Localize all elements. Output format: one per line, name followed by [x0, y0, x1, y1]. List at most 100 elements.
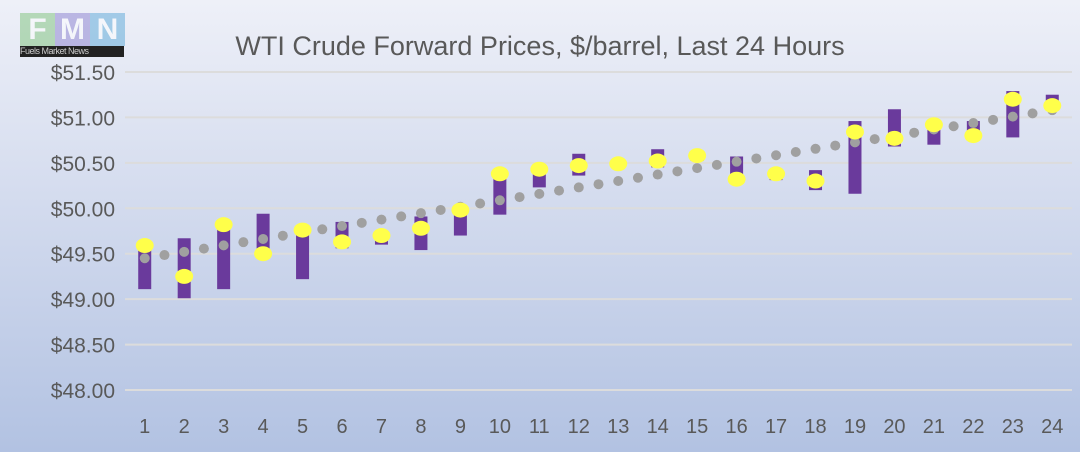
trend-dot: [258, 233, 269, 244]
trend-dot: [711, 159, 722, 170]
x-tick-label: 15: [686, 416, 708, 438]
trend-dot: [790, 147, 801, 158]
y-tick-label: $48.00: [51, 380, 115, 403]
logo-letter: M: [55, 13, 90, 46]
last-price-marker: [964, 128, 983, 144]
chart-title: WTI Crude Forward Prices, $/barrel, Last…: [235, 31, 844, 61]
last-price-marker: [135, 238, 154, 254]
trend-dot: [238, 237, 249, 248]
trend-dot: [317, 224, 328, 235]
last-price-marker: [411, 220, 430, 236]
trend-dot: [593, 179, 604, 190]
x-tick-label: 10: [489, 416, 511, 438]
trend-dot: [376, 214, 387, 225]
x-tick-label: 6: [336, 416, 347, 438]
last-price-marker: [885, 130, 904, 146]
x-tick-label: 13: [607, 416, 629, 438]
x-tick-label: 20: [883, 416, 905, 438]
x-tick-label: 8: [415, 416, 426, 438]
trend-dot: [356, 217, 367, 228]
fmn-logo: F M N Fuels Market News: [20, 13, 125, 59]
last-price-marker: [372, 228, 391, 244]
trend-dot: [632, 172, 643, 183]
range-bar: [256, 213, 270, 254]
trend-dot: [909, 127, 920, 138]
trend-dot: [771, 150, 782, 161]
last-price-marker: [648, 153, 667, 169]
trend-dot: [830, 140, 841, 151]
trend-dot: [139, 253, 150, 264]
trend-dot: [277, 230, 288, 241]
logo-caption: Fuels Market News: [20, 46, 124, 57]
trend-dot: [415, 208, 426, 219]
last-price-marker: [924, 117, 943, 133]
trend-dot: [672, 166, 683, 177]
last-price-marker: [1043, 98, 1062, 114]
x-tick-label: 23: [1002, 416, 1024, 438]
x-tick-label: 2: [179, 416, 190, 438]
trend-dot: [396, 211, 407, 222]
last-price-marker: [293, 222, 312, 238]
trend-dot: [337, 221, 348, 232]
trend-dot: [751, 153, 762, 164]
y-tick-label: $51.00: [51, 107, 115, 130]
x-tick-label: 14: [647, 416, 669, 438]
range-bar: [493, 173, 507, 215]
trend-dot: [494, 195, 505, 206]
last-price-marker: [254, 246, 273, 262]
x-tick-label: 3: [218, 416, 229, 438]
last-price-marker: [530, 161, 549, 177]
y-tick-label: $48.50: [51, 335, 115, 358]
range-bar: [217, 224, 231, 290]
range-bar: [296, 230, 310, 280]
last-price-marker: [845, 124, 864, 140]
trend-dot: [198, 243, 209, 254]
trend-dot: [849, 137, 860, 148]
trend-dot: [573, 182, 584, 193]
trend-dot: [948, 121, 959, 132]
logo-letter: N: [90, 13, 125, 46]
last-price-marker: [1003, 91, 1022, 107]
trend-dot: [968, 118, 979, 129]
last-price-marker: [569, 158, 588, 174]
trend-dot: [179, 246, 190, 257]
trend-dot: [554, 185, 565, 196]
trend-dot: [475, 198, 486, 209]
trend-dot: [988, 114, 999, 125]
trend-dot: [534, 188, 545, 199]
trend-dot: [731, 156, 742, 167]
trend-dot: [613, 175, 624, 186]
x-tick-label: 22: [962, 416, 984, 438]
x-tick-label: 12: [568, 416, 590, 438]
x-tick-label: 17: [765, 416, 787, 438]
trend-dot: [652, 169, 663, 180]
trend-dot: [435, 204, 446, 215]
logo-letter: F: [20, 13, 55, 46]
x-tick-label: 4: [258, 416, 269, 438]
last-price-marker: [767, 166, 786, 182]
trend-dot: [514, 192, 525, 203]
last-price-marker: [806, 173, 825, 189]
trend-dot: [869, 134, 880, 145]
last-price-marker: [175, 268, 194, 284]
x-tick-label: 19: [844, 416, 866, 438]
trend-dot: [1007, 111, 1018, 122]
x-tick-label: 18: [804, 416, 826, 438]
y-tick-label: $49.50: [51, 244, 115, 267]
x-tick-label: 1: [139, 416, 150, 438]
y-tick-label: $49.00: [51, 289, 115, 312]
last-price-marker: [451, 202, 470, 218]
x-tick-label: 11: [529, 416, 550, 438]
last-price-marker: [214, 217, 233, 233]
last-price-marker: [727, 171, 746, 187]
x-tick-label: 7: [376, 416, 387, 438]
trend-dot: [810, 143, 821, 154]
y-tick-label: $50.50: [51, 153, 115, 176]
trend-dot: [218, 240, 229, 251]
y-tick-label: $51.50: [51, 62, 115, 85]
trend-dot: [1027, 108, 1038, 119]
x-tick-label: 21: [923, 416, 945, 438]
trend-dot: [692, 163, 703, 174]
trend-dot: [159, 250, 170, 261]
